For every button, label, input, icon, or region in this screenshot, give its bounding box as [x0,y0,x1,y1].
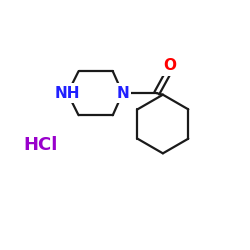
Text: HCl: HCl [24,136,58,154]
Text: O: O [164,58,177,73]
Text: NH: NH [55,86,80,101]
Text: N: N [116,86,129,101]
